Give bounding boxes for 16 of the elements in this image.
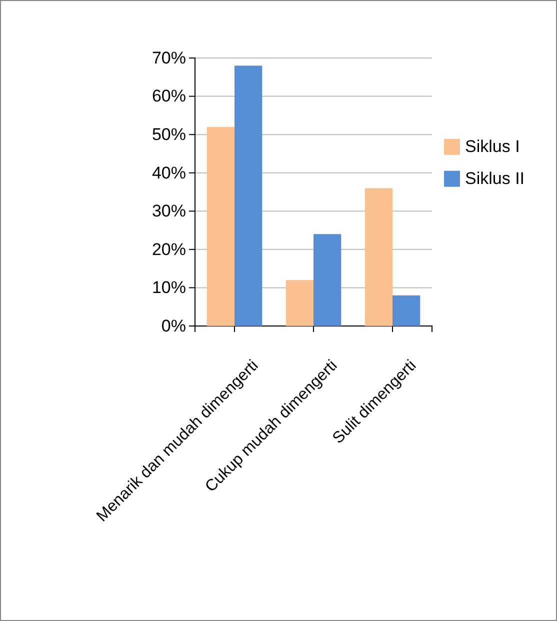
y-tick-label: 20%: [152, 240, 186, 259]
y-tick-label: 10%: [152, 278, 186, 298]
bar: [234, 66, 262, 326]
y-tick-label: 70%: [152, 48, 186, 68]
y-tick-label: 50%: [152, 125, 186, 144]
y-tick-label: 30%: [152, 202, 186, 221]
y-tick-label: 60%: [152, 86, 186, 106]
y-tick-label: 0%: [161, 316, 186, 336]
legend-label: Siklus I: [465, 136, 520, 156]
bar: [286, 280, 314, 326]
legend-label: Siklus II: [465, 168, 525, 188]
bar: [314, 234, 342, 326]
bar: [206, 126, 234, 326]
bar: [392, 295, 420, 326]
bar: [364, 188, 392, 326]
y-tick-label: 40%: [152, 163, 186, 182]
